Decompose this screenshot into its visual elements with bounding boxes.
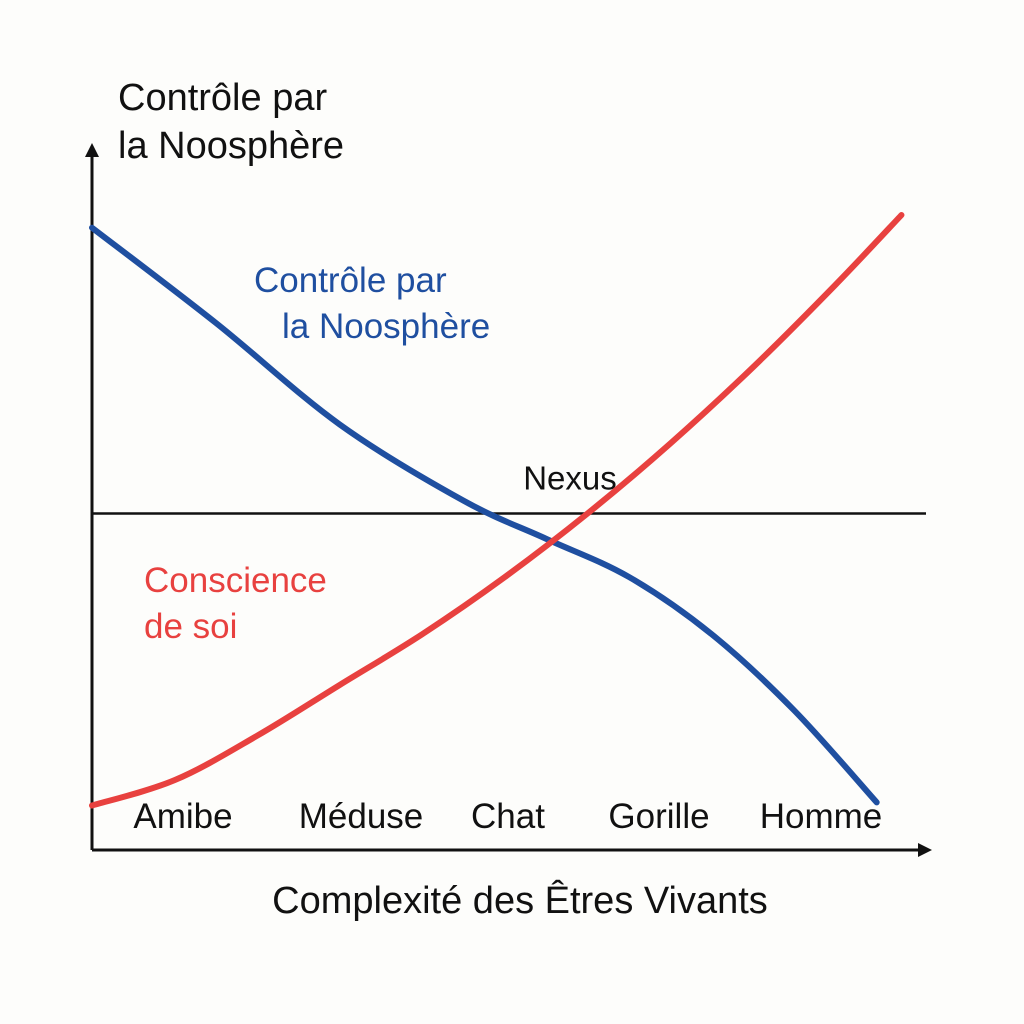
y-axis-title-line-2: la Noosphère [118,125,345,167]
series-line-conscience [89,212,905,809]
x-tick-label: Gorille [608,797,709,836]
series-line-noosphere [89,224,880,806]
series-label-noosphere-line-2: la Noosphère [282,307,491,346]
x-tick-label: Chat [471,797,545,836]
series-label-conscience-line-2: de soi [144,607,238,646]
x-tick-labels: Amibe Méduse Chat Gorille Homme [133,797,882,836]
y-axis-title-line-1: Contrôle par [118,77,328,119]
x-tick-label: Homme [760,797,883,836]
series-label-noosphere-line-1: Contrôle par [254,261,447,300]
nexus-label: Nexus [523,459,617,496]
series-label-conscience: Conscience de soi [144,558,327,650]
series-layer [89,212,905,809]
series-label-noosphere: Contrôle par la Noosphère [254,258,490,350]
series-label-conscience-line-1: Conscience [144,561,327,600]
x-tick-label: Amibe [133,797,232,836]
y-axis-title: Contrôle par la Noosphère [118,74,438,170]
x-tick-label: Méduse [299,797,424,836]
x-axis-title: Complexité des Êtres Vivants [272,880,768,922]
